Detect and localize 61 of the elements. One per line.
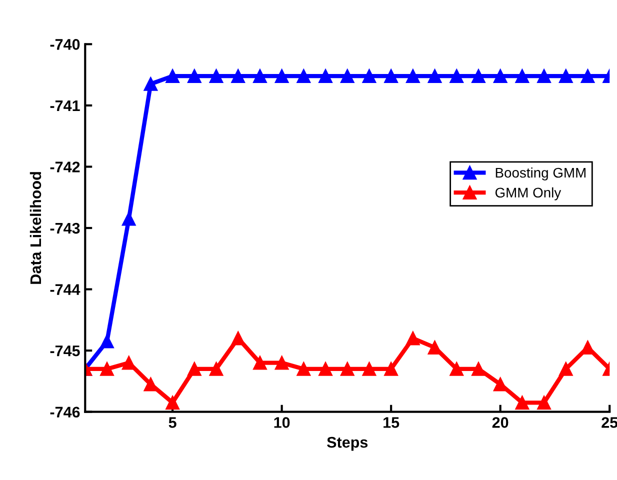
- point: [428, 69, 442, 83]
- y-axis-title: Data Likelihood: [30, 172, 42, 284]
- point: [296, 69, 311, 83]
- point: [515, 69, 530, 83]
- point: [580, 69, 595, 83]
- point: [450, 362, 464, 376]
- point: [318, 69, 332, 83]
- point: [362, 69, 376, 83]
- point: [296, 362, 311, 376]
- point: [472, 362, 486, 376]
- point: [166, 396, 180, 410]
- x-axis-title: Steps: [327, 436, 368, 451]
- x-tick-label: 20: [492, 417, 508, 428]
- point: [384, 362, 398, 376]
- point: [318, 362, 332, 376]
- y-tick-label: -746: [50, 406, 80, 418]
- x-tick-label: 10: [274, 417, 290, 428]
- point: [340, 69, 354, 83]
- point: [209, 362, 224, 376]
- point: [187, 69, 202, 83]
- point: [231, 331, 246, 346]
- point: [274, 356, 289, 370]
- point: [558, 362, 573, 376]
- point: [122, 212, 136, 226]
- point: [406, 69, 420, 83]
- point: [253, 356, 267, 370]
- point: [493, 69, 508, 83]
- legend-label: GMM Only: [495, 187, 562, 200]
- point: [428, 340, 442, 354]
- point: [493, 377, 508, 392]
- point: [187, 362, 202, 376]
- legend-label: Boosting GMM: [496, 167, 586, 180]
- point: [100, 334, 114, 348]
- point: [384, 69, 398, 83]
- x-tick-label: 5: [168, 417, 176, 428]
- point: [274, 69, 289, 83]
- y-tick-label: -740: [50, 39, 80, 50]
- point: [472, 69, 486, 83]
- y-tick-label: -743: [50, 222, 80, 234]
- point: [450, 69, 464, 83]
- point: [406, 331, 420, 346]
- point: [558, 69, 573, 83]
- point: [340, 362, 354, 376]
- point: [144, 77, 158, 91]
- y-tick-label: -744: [50, 284, 80, 295]
- y-tick-label: -741: [50, 100, 80, 111]
- x-tick-label: 15: [384, 417, 400, 428]
- y-tick-label: -745: [50, 346, 80, 356]
- point: [100, 362, 114, 376]
- point: [537, 396, 551, 410]
- point: [515, 396, 530, 410]
- point: [166, 69, 180, 83]
- point: [253, 69, 267, 83]
- point: [231, 69, 246, 83]
- point: [537, 69, 551, 83]
- point: [209, 69, 224, 83]
- point: [144, 377, 158, 392]
- y-tick-label: -742: [50, 162, 80, 172]
- point: [362, 362, 376, 376]
- point: [580, 340, 595, 354]
- point: [122, 356, 136, 370]
